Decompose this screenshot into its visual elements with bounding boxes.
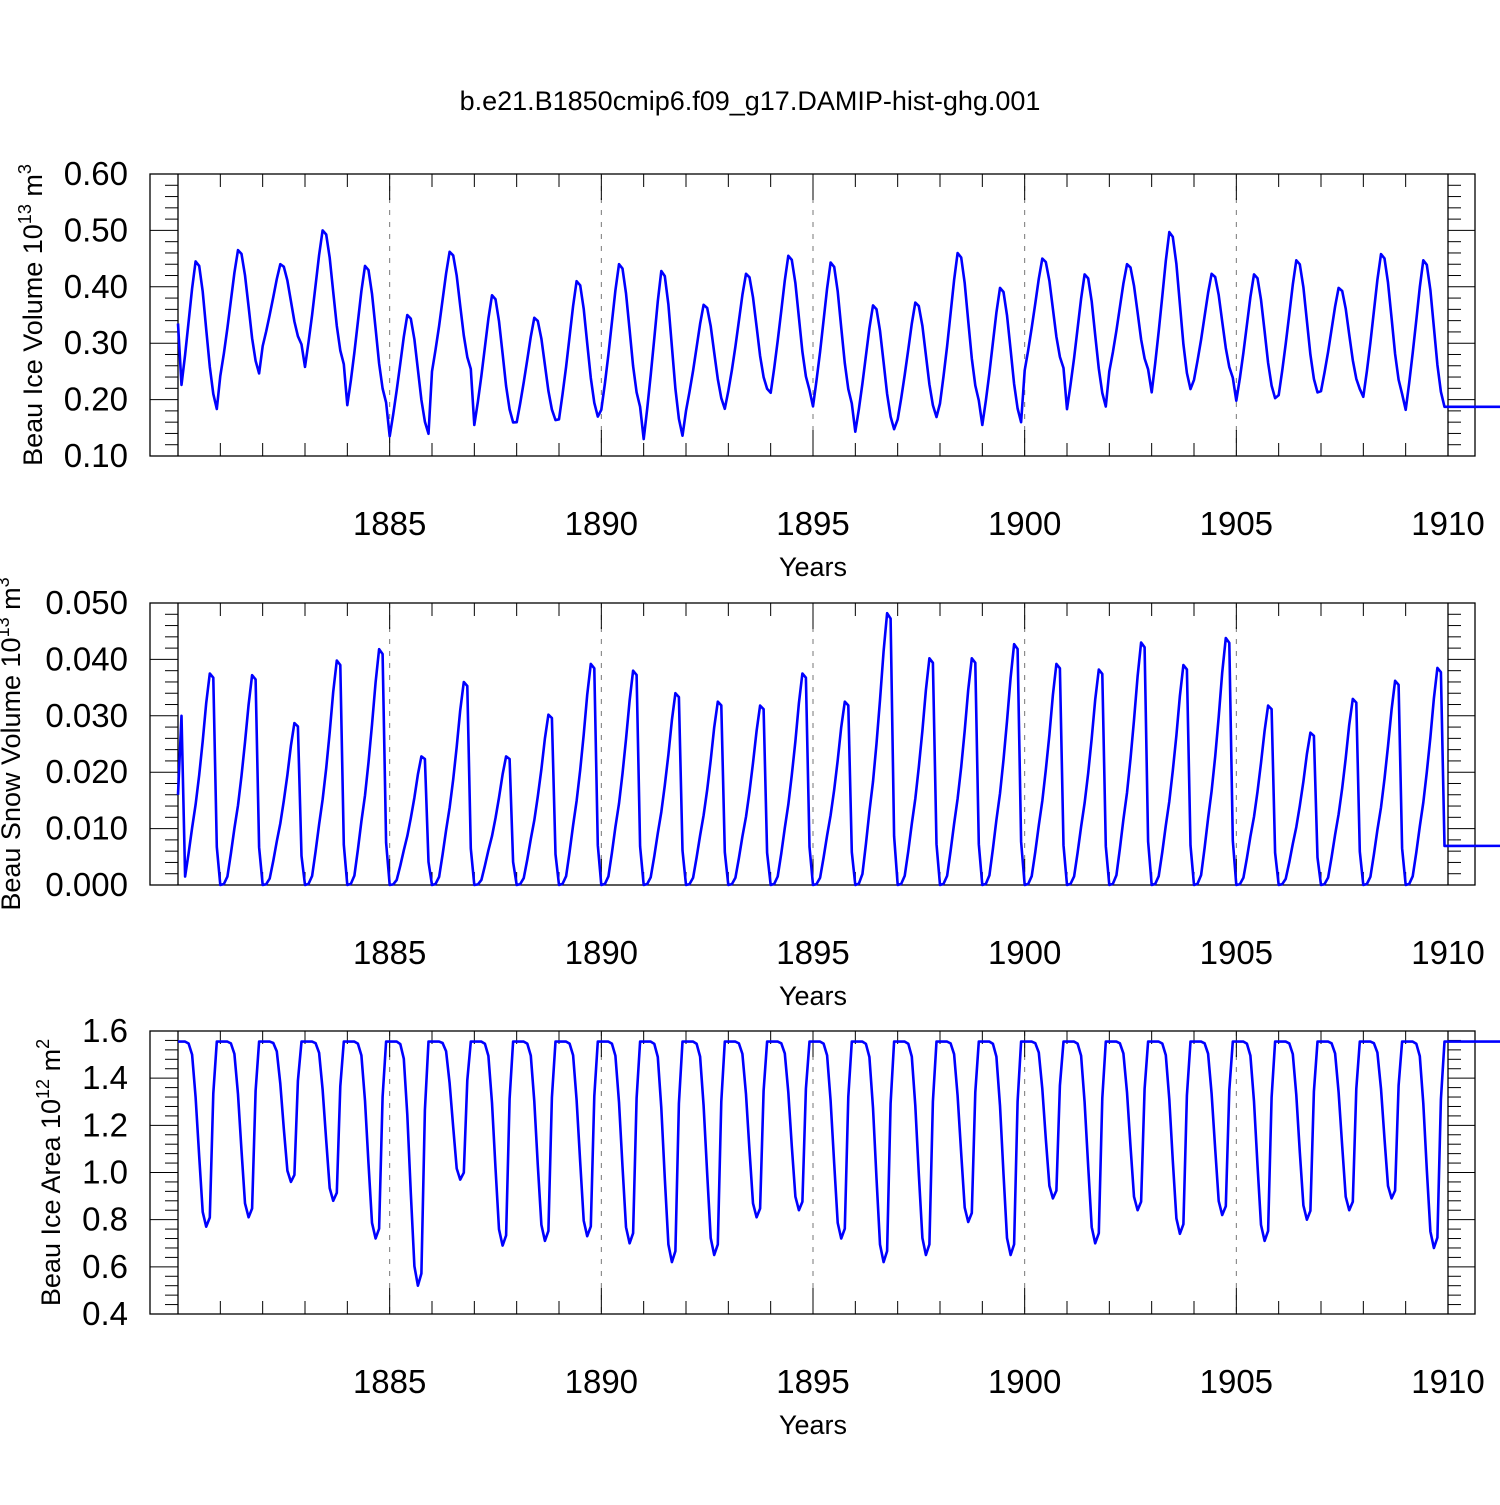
y-tick-label: 0.020 bbox=[45, 753, 128, 790]
x-tick-label: 1910 bbox=[1411, 934, 1484, 971]
y-axis-label-unit-exponent: 3 bbox=[15, 164, 35, 174]
y-tick-label: 0.010 bbox=[45, 810, 128, 847]
y-tick-label: 1.6 bbox=[82, 1012, 128, 1049]
figure-title: b.e21.B1850cmip6.f09_g17.DAMIP-hist-ghg.… bbox=[460, 86, 1041, 116]
y-tick-label: 0.050 bbox=[45, 584, 128, 621]
plot-frame bbox=[149, 602, 1476, 886]
y-tick-label: 0.000 bbox=[45, 866, 128, 903]
x-tick-label: 1900 bbox=[988, 1363, 1061, 1400]
y-axis-label-unit: m bbox=[36, 1049, 66, 1079]
x-tick-label: 1885 bbox=[353, 505, 426, 542]
y-axis-label-unit: m bbox=[18, 174, 48, 204]
y-tick-label: 1.0 bbox=[82, 1154, 128, 1191]
x-tick-label: 1890 bbox=[565, 934, 638, 971]
y-tick-label: 0.60 bbox=[64, 155, 128, 192]
y-tick-label: 0.4 bbox=[82, 1295, 128, 1332]
y-axis-label-text: Beau Ice Area 10 bbox=[36, 1099, 66, 1306]
y-axis-label-text: Beau Snow Volume 10 bbox=[0, 637, 26, 910]
y-tick-label: 1.2 bbox=[82, 1106, 128, 1143]
x-tick-label: 1905 bbox=[1200, 1363, 1273, 1400]
x-tick-label: 1885 bbox=[353, 1363, 426, 1400]
x-tick-label: 1910 bbox=[1411, 505, 1484, 542]
y-tick-label: 0.040 bbox=[45, 640, 128, 677]
y-axis-label-unit-exponent: 2 bbox=[33, 1039, 53, 1049]
x-tick-label: 1910 bbox=[1411, 1363, 1484, 1400]
y-tick-label: 0.030 bbox=[45, 697, 128, 734]
x-tick-label: 1905 bbox=[1200, 934, 1273, 971]
y-tick-label: 0.20 bbox=[64, 381, 128, 418]
y-axis-label-exponent: 12 bbox=[33, 1079, 53, 1099]
x-axis-label: Years bbox=[779, 981, 847, 1011]
x-tick-label: 1890 bbox=[565, 1363, 638, 1400]
y-axis-label: Beau Ice Volume 1013 m3 bbox=[15, 164, 48, 466]
y-tick-label: 0.30 bbox=[64, 324, 128, 361]
y-axis-label-unit-exponent: 3 bbox=[0, 577, 13, 587]
x-tick-label: 1900 bbox=[988, 934, 1061, 971]
y-tick-label: 0.6 bbox=[82, 1248, 128, 1285]
chart-panel-2: 1885 1890 1895 1900 1905 1910 Years 0.000 0.010 0… bbox=[0, 577, 1500, 1011]
x-axis-label: Years bbox=[779, 1410, 847, 1440]
x-tick-label: 1895 bbox=[776, 934, 849, 971]
y-axis-label-text: Beau Ice Volume 10 bbox=[18, 224, 48, 466]
y-axis-label-unit: m bbox=[0, 587, 26, 617]
y-tick-label: 0.8 bbox=[82, 1201, 128, 1238]
y-axis-label: Beau Snow Volume 1013 m3 bbox=[0, 577, 26, 910]
x-tick-label: 1905 bbox=[1200, 505, 1273, 542]
series-line-beau-snow-volume bbox=[176, 611, 1500, 887]
x-tick-label: 1890 bbox=[565, 505, 638, 542]
y-axis-label-exponent: 13 bbox=[15, 204, 35, 224]
x-tick-label: 1895 bbox=[776, 505, 849, 542]
y-tick-label: 0.10 bbox=[64, 437, 128, 474]
x-tick-label: 1895 bbox=[776, 1363, 849, 1400]
y-tick-label: 0.50 bbox=[64, 211, 128, 248]
y-tick-label: 0.40 bbox=[64, 268, 128, 305]
y-axis-label-exponent: 13 bbox=[0, 617, 13, 637]
series-line-beau-ice-volume bbox=[176, 229, 1500, 441]
plot-frame bbox=[149, 173, 1476, 457]
series-line-beau-ice-area bbox=[178, 1040, 1500, 1287]
chart-panel-1: 1885 1890 1895 1900 1905 1910 Years 0.10 0.20 0.3… bbox=[15, 155, 1500, 582]
chart-panel-3: 1885 1890 1895 1900 1905 1910 Years 0.4 0.6 0.8 1.… bbox=[33, 1012, 1500, 1440]
x-tick-label: 1885 bbox=[353, 934, 426, 971]
x-axis-label: Years bbox=[779, 552, 847, 582]
y-axis-label: Beau Ice Area 1012 m2 bbox=[33, 1039, 66, 1306]
y-tick-label: 1.4 bbox=[82, 1059, 128, 1096]
x-tick-label: 1900 bbox=[988, 505, 1061, 542]
